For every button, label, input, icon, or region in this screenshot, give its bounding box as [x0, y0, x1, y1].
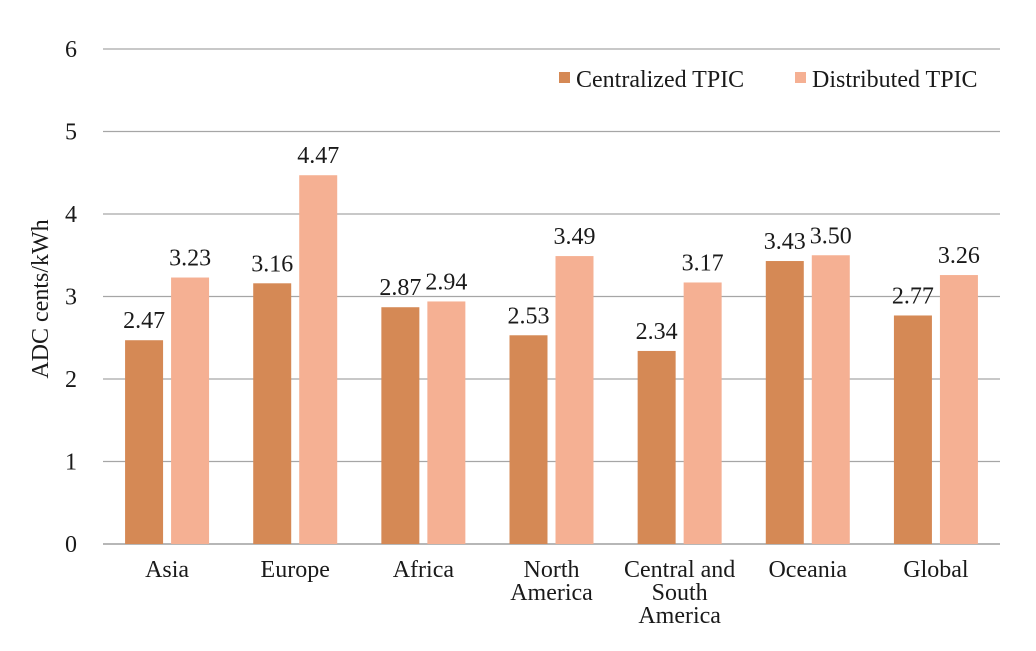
bar-centralized-4 [637, 350, 676, 544]
x-axis-categories: Asia Europe Africa North America Central and S… [145, 557, 969, 629]
legend-label: Distributed TPIC [812, 67, 978, 93]
bar-distributed-1 [299, 175, 338, 544]
bar-centralized-6 [893, 315, 932, 544]
data-label: 2.53 [508, 303, 550, 329]
data-label: 3.23 [169, 246, 211, 272]
bar-centralized-5 [765, 261, 804, 544]
bar-centralized-1 [253, 283, 292, 544]
data-label: 2.47 [123, 308, 165, 334]
x-category-label: Oceania [768, 557, 847, 583]
y-tick-label: 6 [65, 37, 77, 63]
bar-distributed-5 [811, 255, 850, 544]
bar-distributed-2 [427, 301, 466, 544]
y-axis-ticks: 0 1 2 3 4 5 6 [65, 37, 77, 558]
legend: Centralized TPIC Distributed TPIC [559, 67, 978, 93]
legend-swatch [795, 72, 806, 83]
y-tick-label: 2 [65, 367, 77, 393]
data-label: 3.49 [554, 224, 596, 250]
bar-distributed-3 [555, 256, 594, 544]
legend-label: Centralized TPIC [576, 67, 744, 93]
bar-centralized-3 [509, 335, 548, 544]
gridlines [103, 48, 1000, 545]
x-category-label: Global [903, 557, 969, 583]
bars [125, 175, 978, 544]
bar-distributed-6 [939, 275, 978, 544]
bar-centralized-2 [381, 307, 420, 544]
data-label: 3.50 [810, 223, 852, 249]
y-tick-label: 5 [65, 120, 77, 146]
y-tick-label: 4 [65, 202, 77, 228]
data-labels: 2.47 3.23 3.16 4.47 2.87 2.94 2.53 3.49 2.34 3.17… [123, 143, 980, 345]
data-label: 2.77 [892, 283, 934, 309]
data-label: 3.43 [764, 229, 806, 255]
data-label: 3.16 [251, 251, 293, 277]
data-label: 3.26 [938, 243, 980, 269]
y-tick-label: 3 [65, 285, 77, 311]
x-category-label: Asia [145, 557, 189, 583]
y-tick-label: 0 [65, 532, 77, 558]
legend-swatch [559, 72, 570, 83]
bar-centralized-0 [125, 340, 164, 544]
data-label: 4.47 [297, 143, 339, 169]
y-axis-title: ADC cents/kWh [28, 219, 54, 378]
bar-distributed-0 [171, 277, 210, 544]
y-tick-label: 1 [65, 450, 77, 476]
bar-distributed-4 [683, 282, 722, 544]
x-category-label: Africa [393, 557, 455, 583]
x-category-label: Europe [261, 557, 330, 583]
data-label: 2.94 [425, 269, 467, 295]
data-label: 2.87 [379, 275, 421, 301]
x-category-label: North America [510, 557, 593, 606]
data-label: 3.17 [682, 250, 724, 276]
data-label: 2.34 [636, 319, 678, 345]
x-category-label: Central and South America [624, 557, 735, 629]
